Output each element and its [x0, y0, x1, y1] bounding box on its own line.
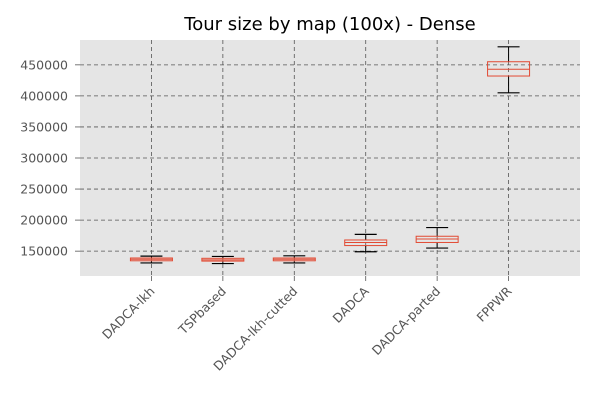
box-fppwr	[487, 46, 531, 94]
box-dadca	[344, 233, 388, 253]
y-axis-ticks: 150000 200000 250000 300000 350000 400000 4500…	[20, 57, 80, 259]
box-dadca-parted	[415, 226, 459, 249]
y-tick-label: 400000	[20, 88, 68, 103]
boxes-layer	[129, 46, 531, 265]
x-tick-label: DADCA-parted	[369, 284, 444, 359]
box-dadca-lkh-cutted	[272, 255, 316, 264]
grid-layer	[80, 40, 580, 276]
x-tick-label: DADCA-lkh	[99, 284, 158, 343]
chart-title: Tour size by map (100x) - Dense	[183, 14, 475, 35]
y-tick-label: 250000	[20, 182, 68, 197]
y-tick-label: 200000	[20, 213, 68, 228]
y-tick-label: 150000	[20, 244, 68, 259]
x-tick-label: FPPWR	[473, 283, 514, 324]
x-tick-label: TSPbased	[175, 284, 229, 338]
plot-area	[80, 40, 580, 276]
box-tspbased	[201, 255, 245, 265]
y-tick-label: 350000	[20, 119, 68, 134]
box-dadca-lkh	[129, 255, 173, 264]
y-tick-label: 300000	[20, 151, 68, 166]
y-tick-label: 450000	[20, 57, 68, 72]
x-tick-label: DADCA	[329, 283, 372, 326]
